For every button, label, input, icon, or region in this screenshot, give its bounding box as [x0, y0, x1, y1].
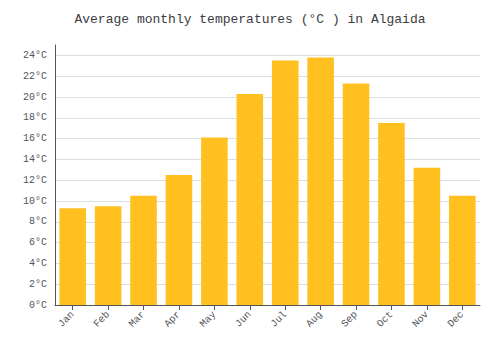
- svg-text:Nov: Nov: [410, 309, 430, 329]
- svg-text:24°C: 24°C: [23, 50, 47, 61]
- svg-text:10°C: 10°C: [23, 196, 47, 207]
- svg-text:Feb: Feb: [92, 309, 112, 329]
- svg-text:12°C: 12°C: [23, 175, 47, 186]
- svg-text:20°C: 20°C: [23, 92, 47, 103]
- svg-text:6°C: 6°C: [29, 237, 47, 248]
- svg-text:Jun: Jun: [233, 309, 253, 329]
- svg-text:Aug: Aug: [304, 309, 324, 329]
- svg-text:18°C: 18°C: [23, 112, 47, 123]
- svg-text:May: May: [198, 309, 218, 329]
- svg-text:2°C: 2°C: [29, 279, 47, 290]
- svg-text:Jan: Jan: [56, 309, 76, 329]
- svg-text:Sep: Sep: [339, 309, 359, 329]
- svg-text:14°C: 14°C: [23, 154, 47, 165]
- svg-text:16°C: 16°C: [23, 133, 47, 144]
- svg-text:4°C: 4°C: [29, 258, 47, 269]
- svg-text:8°C: 8°C: [29, 216, 47, 227]
- svg-text:Apr: Apr: [162, 309, 182, 329]
- svg-text:0°C: 0°C: [29, 300, 47, 311]
- svg-text:Oct: Oct: [375, 309, 395, 329]
- svg-text:Dec: Dec: [446, 309, 466, 329]
- svg-text:Average monthly temperatures (: Average monthly temperatures (°C ) in Al…: [74, 12, 425, 27]
- svg-text:22°C: 22°C: [23, 71, 47, 82]
- svg-text:Mar: Mar: [127, 309, 147, 329]
- svg-text:Jul: Jul: [269, 309, 289, 329]
